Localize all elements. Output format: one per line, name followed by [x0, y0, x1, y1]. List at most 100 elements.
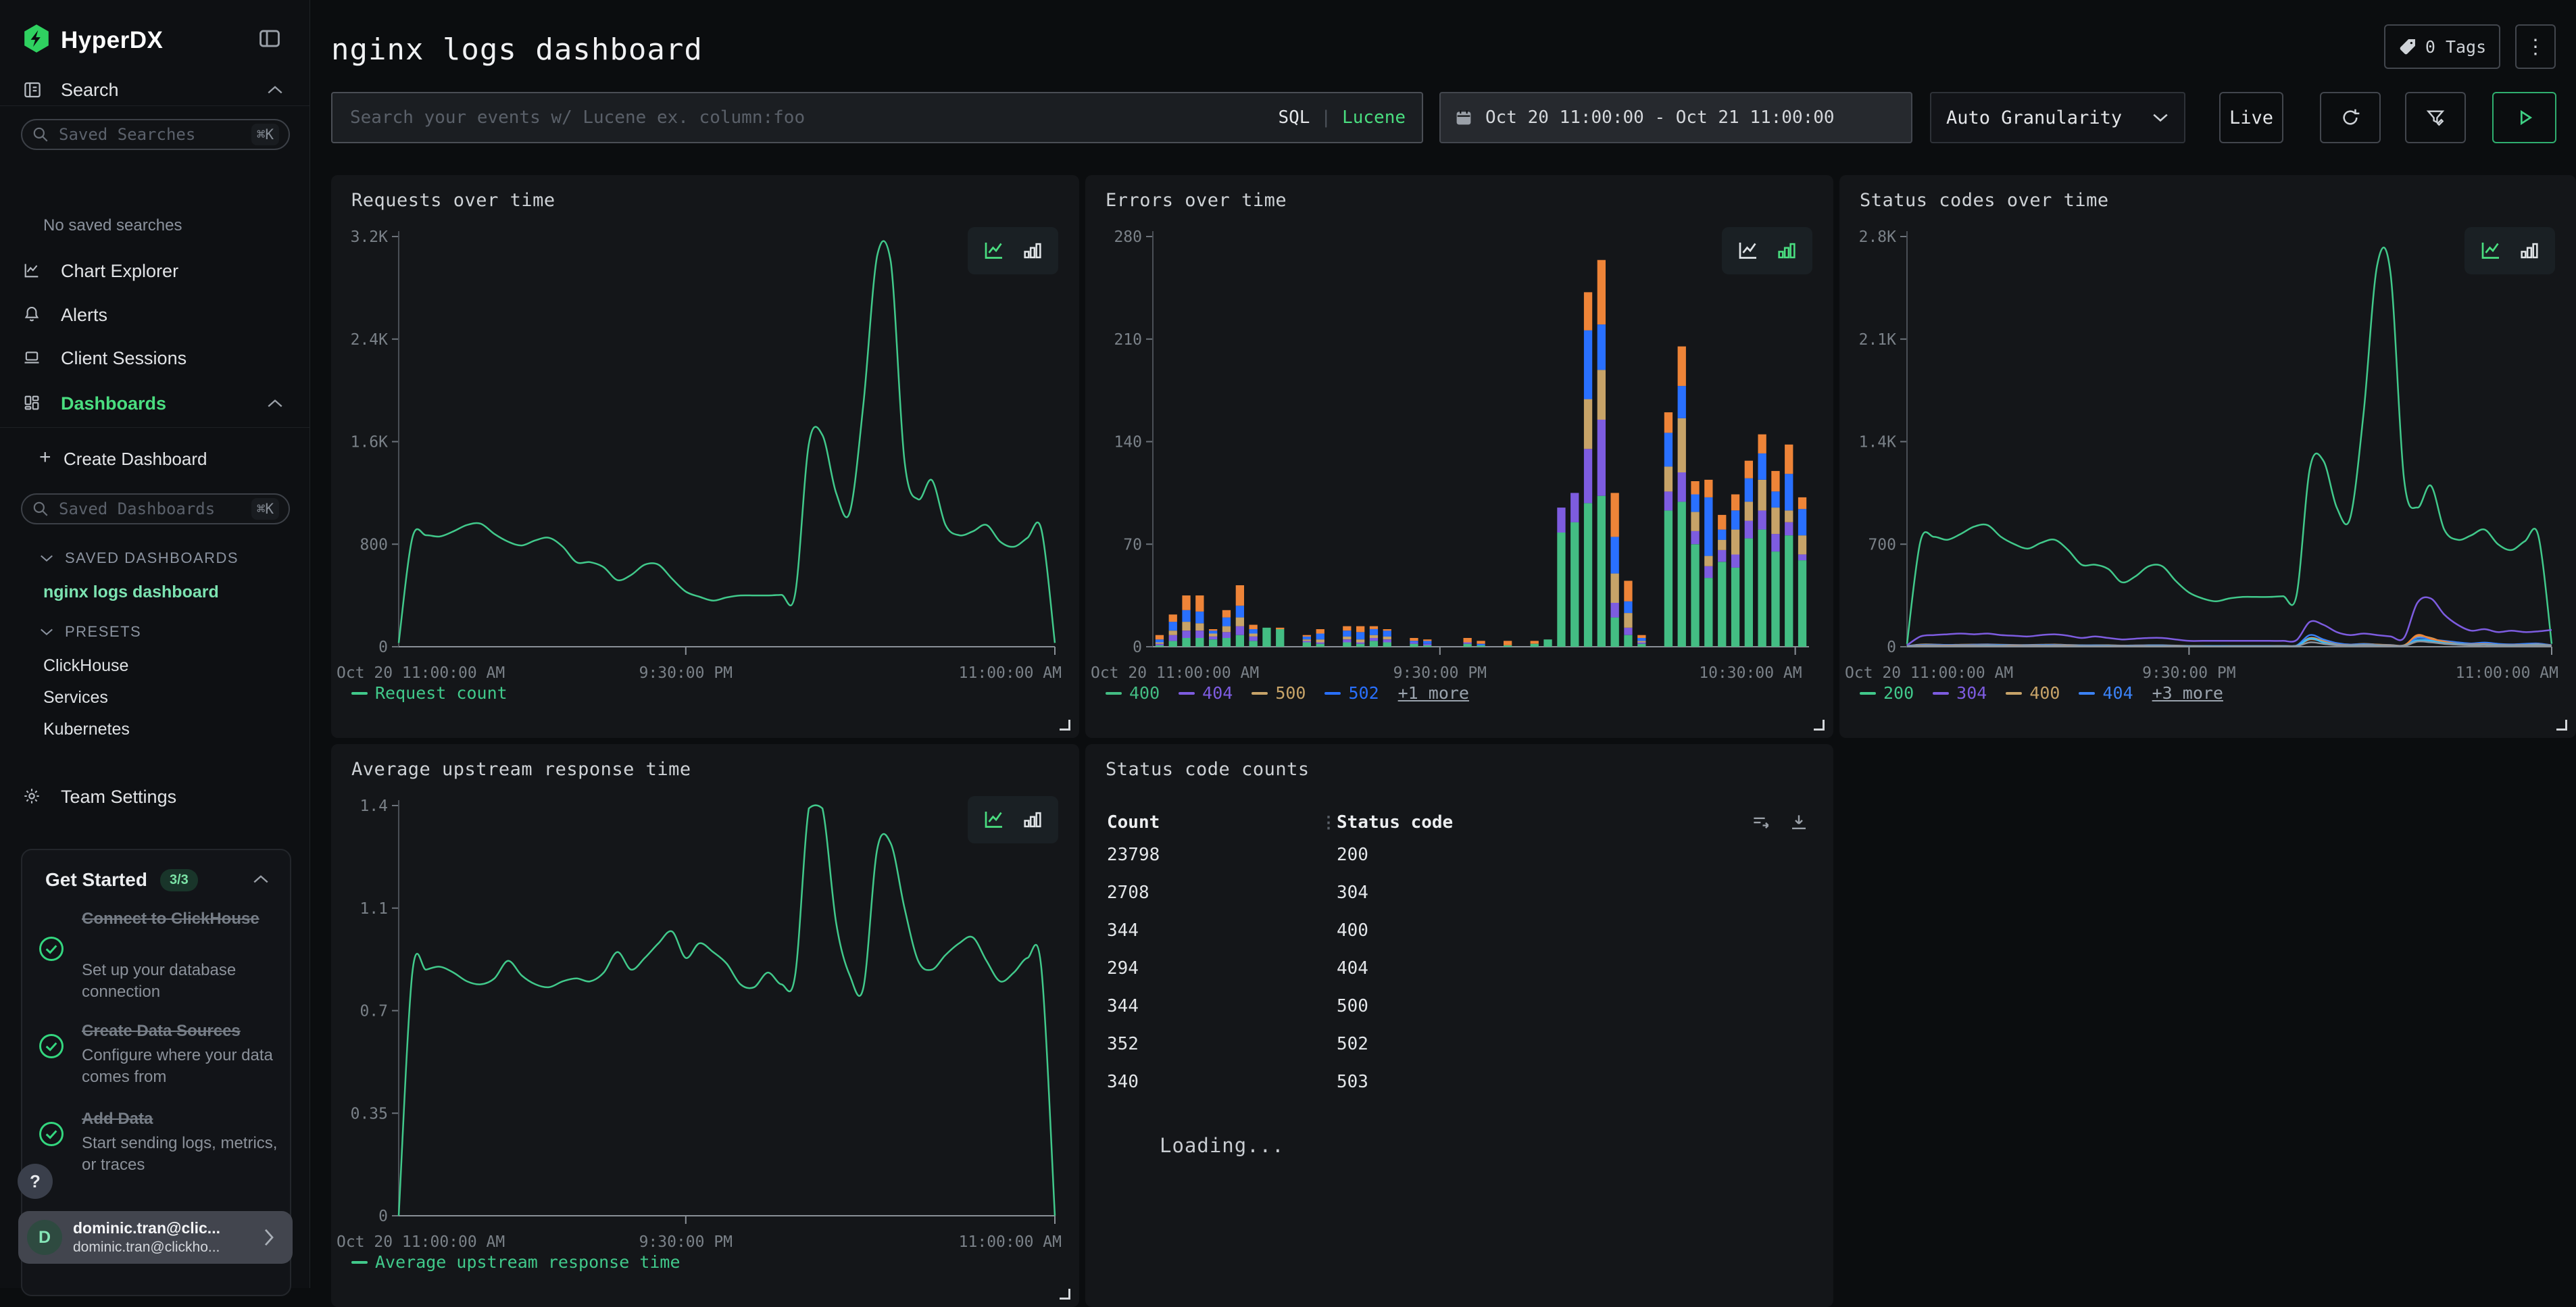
legend-more-link[interactable]: +1 more — [1398, 683, 1469, 703]
svg-text:11:00:00 AM: 11:00:00 AM — [959, 1233, 1062, 1251]
sidebar-item-team-settings[interactable]: Team Settings — [0, 781, 309, 814]
search-icon — [32, 126, 49, 143]
laptop-icon — [22, 348, 41, 367]
saved-dashboards-input[interactable]: ⌘K — [21, 493, 290, 524]
resize-handle[interactable] — [2556, 720, 2567, 731]
cell-count: 344 — [1107, 996, 1337, 1016]
table-row[interactable]: 294404 — [1107, 950, 1809, 987]
legend-item[interactable]: 400 — [2006, 683, 2060, 703]
legend-item[interactable]: 200 — [1860, 683, 1914, 703]
requests-chart-plot[interactable]: 3.2K2.4K1.6K8000Oct 20 11:00:00 AM9:30:0… — [331, 175, 1079, 738]
column-settings-icon[interactable] — [1751, 812, 1771, 833]
legend-item[interactable]: Request count — [351, 683, 507, 703]
refresh-button[interactable] — [2320, 92, 2381, 143]
sidebar-item-clickhouse[interactable]: ClickHouse — [43, 656, 128, 676]
legend-item[interactable]: 404 — [2079, 683, 2133, 703]
chart-legend: Request count — [351, 683, 507, 703]
help-button[interactable]: ? — [18, 1164, 53, 1199]
sidebar-item-services[interactable]: Services — [43, 688, 108, 708]
sidebar-collapse-icon[interactable] — [257, 26, 282, 51]
table-row[interactable]: 344500 — [1107, 987, 1809, 1025]
avatar: D — [27, 1220, 62, 1255]
get-started-step-title[interactable]: Add Data — [82, 1108, 278, 1130]
legend-label: 404 — [2102, 683, 2133, 703]
sidebar-item-nginx-dashboard[interactable]: nginx logs dashboard — [43, 583, 219, 602]
chevron-down-icon — [39, 553, 54, 564]
svg-text:9:30:00 PM: 9:30:00 PM — [639, 664, 733, 682]
event-search-input[interactable] — [349, 107, 1267, 128]
saved-dashboards-field[interactable] — [57, 499, 243, 519]
sql-mode-toggle[interactable]: SQL — [1278, 107, 1310, 128]
saved-searches-field[interactable] — [57, 124, 243, 145]
legend-dash — [351, 692, 368, 695]
chevron-up-icon — [266, 84, 284, 96]
chevron-up-icon[interactable] — [252, 873, 270, 885]
saved-searches-input[interactable]: ⌘K — [21, 119, 290, 150]
create-dashboard-label: Create Dashboard — [64, 449, 207, 470]
chevron-up-icon — [266, 397, 284, 410]
lucene-mode-toggle[interactable]: Lucene — [1342, 107, 1406, 128]
upstream-chart-plot[interactable]: 1.41.10.70.350Oct 20 11:00:00 AM9:30:00 … — [331, 744, 1079, 1307]
table-row[interactable]: 340503 — [1107, 1063, 1809, 1101]
date-range-input[interactable]: Oct 20 11:00:00 - Oct 21 11:00:00 — [1439, 92, 1912, 143]
legend-item[interactable]: Average upstream response time — [351, 1252, 680, 1272]
resize-handle[interactable] — [1814, 720, 1825, 731]
svg-text:11:00:00 AM: 11:00:00 AM — [2456, 664, 2558, 682]
group-presets[interactable]: PRESETS — [39, 623, 141, 641]
resize-handle[interactable] — [1060, 720, 1070, 731]
svg-text:2.8K: 2.8K — [1859, 228, 1897, 246]
column-resize-handle[interactable]: ⋮ — [1320, 813, 1337, 832]
svg-text:2.1K: 2.1K — [1859, 331, 1897, 349]
download-csv-icon[interactable] — [1789, 812, 1809, 833]
sidebar-item-chart-explorer[interactable]: Chart Explorer — [0, 255, 309, 288]
more-menu-button[interactable]: ⋮ — [2515, 24, 2556, 69]
get-started-step-desc: Configure where your data comes from — [82, 1045, 284, 1088]
column-header-count[interactable]: Count — [1107, 812, 1320, 833]
legend-item[interactable]: 502 — [1324, 683, 1379, 703]
event-search-box[interactable]: SQL | Lucene — [331, 92, 1423, 143]
svg-text:9:30:00 PM: 9:30:00 PM — [2142, 664, 2235, 682]
table-row[interactable]: 352502 — [1107, 1025, 1809, 1063]
granularity-select[interactable]: Auto Granularity — [1930, 92, 2185, 143]
filter-button[interactable] — [2405, 92, 2466, 143]
legend-item[interactable]: 500 — [1252, 683, 1306, 703]
svg-text:0: 0 — [1133, 639, 1142, 656]
legend-item[interactable]: 404 — [1179, 683, 1233, 703]
legend-dash — [1106, 692, 1122, 695]
user-menu-button[interactable]: D dominic.tran@clic... dominic.tran@clic… — [18, 1211, 293, 1264]
legend-more-link[interactable]: +3 more — [2152, 683, 2223, 703]
status-codes-chart-plot[interactable]: 2.8K2.1K1.4K7000Oct 20 11:00:00 AM9:30:0… — [1839, 175, 2576, 738]
legend-item[interactable]: 304 — [1933, 683, 1987, 703]
svg-text:Oct 20 11:00:00 AM: Oct 20 11:00:00 AM — [337, 664, 505, 682]
cell-count: 2708 — [1107, 883, 1337, 903]
cell-status-code: 502 — [1337, 1034, 1368, 1054]
table-row[interactable]: 23798200 — [1107, 836, 1809, 874]
page-title: nginx logs dashboard — [331, 32, 703, 67]
sidebar-item-alerts[interactable]: Alerts — [0, 299, 309, 332]
group-saved-dashboards[interactable]: SAVED DASHBOARDS — [39, 549, 239, 567]
svg-text:0.35: 0.35 — [351, 1105, 388, 1123]
create-dashboard-button[interactable]: + Create Dashboard — [0, 443, 309, 476]
sidebar-item-dashboards[interactable]: Dashboards — [0, 388, 309, 420]
get-started-step-title[interactable]: Connect to ClickHouse — [82, 908, 278, 930]
resize-handle[interactable] — [1060, 1289, 1070, 1300]
chart-explorer-icon — [22, 261, 41, 280]
sidebar-item-client-sessions[interactable]: Client Sessions — [0, 343, 309, 375]
cell-count: 23798 — [1107, 845, 1337, 865]
legend-item[interactable]: 400 — [1106, 683, 1160, 703]
tags-button[interactable]: 0 Tags — [2384, 24, 2500, 69]
sidebar-item-kubernetes[interactable]: Kubernetes — [43, 720, 130, 739]
table-row[interactable]: 344400 — [1107, 912, 1809, 950]
legend-label: 404 — [1202, 683, 1233, 703]
errors-svg: 280210140700Oct 20 11:00:00 AM9:30:00 PM… — [1085, 175, 1833, 738]
svg-text:Oct 20 11:00:00 AM: Oct 20 11:00:00 AM — [1091, 664, 1259, 682]
requests-svg: 3.2K2.4K1.6K8000Oct 20 11:00:00 AM9:30:0… — [331, 175, 1079, 738]
get-started-step-title[interactable]: Create Data Sources — [82, 1020, 278, 1042]
errors-chart-plot[interactable]: 280210140700Oct 20 11:00:00 AM9:30:00 PM… — [1085, 175, 1833, 738]
table-row[interactable]: 2708304 — [1107, 874, 1809, 912]
column-header-status-code[interactable]: Status code — [1337, 812, 1751, 833]
panel-errors-over-time: Errors over time 280210140700Oct 20 11:0… — [1085, 175, 1833, 738]
live-button[interactable]: Live — [2219, 92, 2283, 143]
sidebar-section-search[interactable]: Search — [0, 74, 309, 107]
play-button[interactable] — [2492, 92, 2556, 143]
